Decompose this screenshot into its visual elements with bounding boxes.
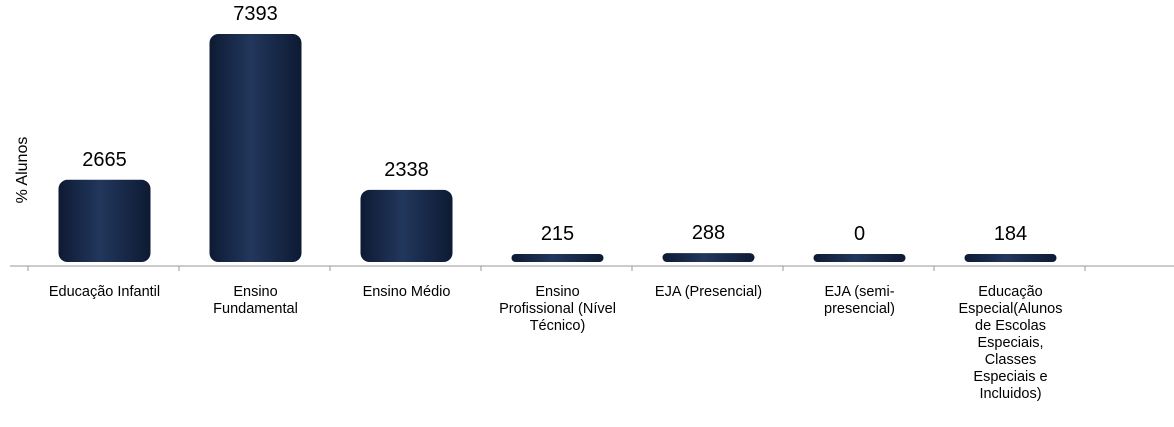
bar <box>209 34 302 262</box>
value-label: 2338 <box>384 159 429 181</box>
x-axis-ticks <box>27 266 1086 271</box>
bar <box>360 189 453 262</box>
value-labels: 2665 7393 2338 215 288 0 184 <box>82 3 1027 245</box>
category-label: Ensino Fundamental <box>213 284 298 317</box>
y-axis-label: % Alunos <box>14 137 31 204</box>
category-label: EJA (Presencial) <box>654 284 763 300</box>
bar <box>511 254 604 262</box>
category-label: Ensino Profissional (Nível Técnico) <box>499 284 616 334</box>
value-label: 184 <box>994 223 1027 245</box>
category-label: EJA (semi- presencial) <box>824 284 895 317</box>
bar <box>964 254 1057 262</box>
value-label: 0 <box>854 223 865 245</box>
bar <box>662 253 755 262</box>
value-label: 2665 <box>82 149 127 171</box>
value-label: 215 <box>541 223 574 245</box>
value-label: 7393 <box>233 3 278 25</box>
category-label: Educação Infantil <box>48 284 161 300</box>
value-label: 288 <box>692 222 725 244</box>
bar <box>58 179 151 262</box>
bar <box>813 254 906 262</box>
category-label: Educação Especial(Alunos de Escolas Espe… <box>958 284 1063 402</box>
bars <box>58 34 1057 262</box>
category-label: Ensino Médio <box>362 284 451 300</box>
